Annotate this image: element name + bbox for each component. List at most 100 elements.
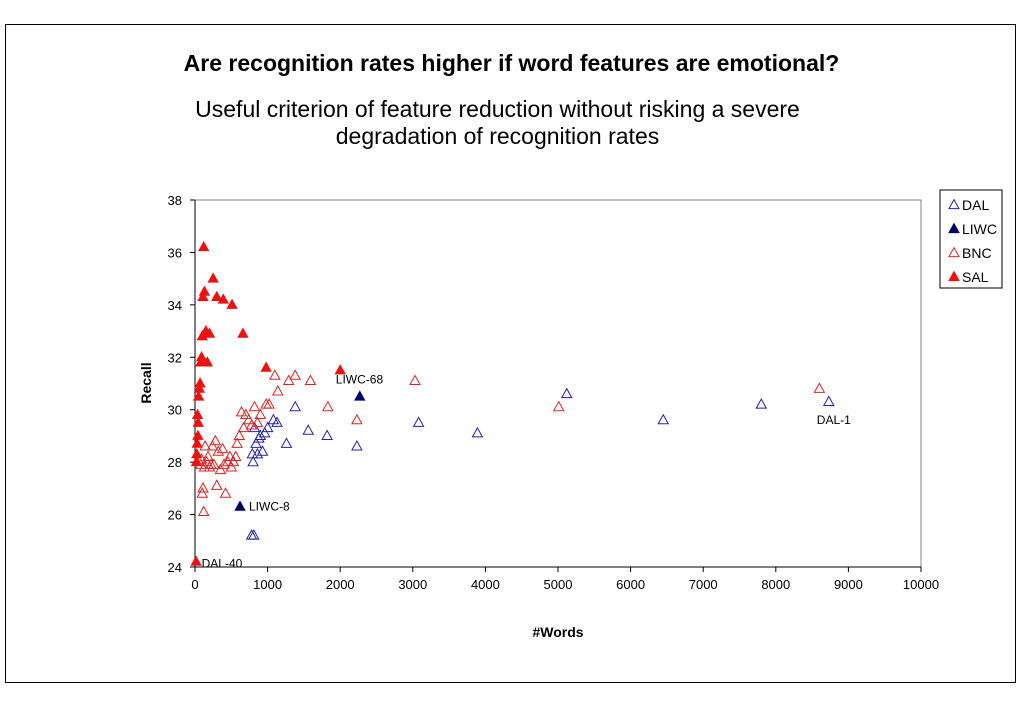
point-bnc	[351, 413, 363, 425]
point-sal	[226, 298, 238, 309]
x-axis-label: #Words	[532, 624, 583, 640]
point-liwc	[234, 500, 246, 511]
annotation-label: LIWC-8	[249, 500, 290, 514]
y-tick-label: 32	[168, 350, 182, 365]
chart-subtitle: Useful criterion of feature reduction wi…	[195, 96, 800, 149]
x-tick-label: 10000	[903, 577, 939, 592]
point-sal	[198, 240, 210, 252]
legend-marker-sal	[948, 270, 960, 282]
point-bnc	[218, 458, 230, 469]
point-bnc	[198, 460, 211, 472]
point-bnc	[271, 384, 284, 396]
y-tick-label: 34	[168, 298, 182, 313]
point-bnc	[202, 450, 214, 461]
annotations: LIWC-68 LIWC-8 DAL-40 DAL-1	[202, 373, 852, 571]
point-sal	[334, 364, 346, 375]
point-dal	[271, 416, 283, 427]
point-bnc	[197, 505, 210, 517]
point-sal	[190, 555, 202, 566]
point-dal	[560, 387, 573, 399]
point-sal	[260, 361, 272, 372]
point-dal	[261, 421, 274, 433]
chart-frame	[5, 24, 1016, 683]
x-tick-label: 1000	[253, 577, 282, 592]
x-tick-label: 7000	[689, 577, 718, 592]
point-bnc	[214, 463, 227, 475]
point-dal	[253, 432, 265, 443]
point-dal	[267, 413, 280, 425]
legend-marker-bnc	[948, 246, 960, 258]
x-tick-label: 8000	[761, 577, 790, 592]
legend-marker-liwc	[948, 222, 960, 234]
point-bnc	[242, 413, 255, 425]
point-bnc	[219, 487, 232, 498]
annotation-label: DAL-1	[817, 413, 851, 427]
point-sal	[237, 327, 249, 338]
point-bnc	[235, 405, 248, 417]
x-tick-label: 4000	[471, 577, 500, 592]
point-dal	[321, 429, 333, 441]
point-sal	[192, 390, 205, 401]
legend-label-bnc: BNC	[962, 245, 992, 261]
x-tick-label: 5000	[544, 577, 573, 592]
legend-marker-dal	[948, 198, 960, 210]
legend: DAL LIWC BNC SAL	[939, 189, 1003, 289]
point-bnc	[282, 374, 295, 385]
point-bnc	[206, 439, 219, 451]
point-bnc	[239, 408, 252, 420]
point-dal	[822, 395, 835, 406]
point-dal	[246, 447, 259, 459]
legend-label-liwc: LIWC	[962, 221, 997, 237]
point-bnc	[322, 400, 334, 412]
point-bnc	[216, 442, 229, 454]
point-sal	[191, 408, 204, 419]
point-bnc	[225, 460, 238, 472]
point-bnc	[245, 419, 258, 430]
point-bnc	[813, 382, 826, 393]
point-dal	[256, 445, 269, 456]
point-bnc	[212, 445, 225, 456]
point-dal	[657, 413, 670, 425]
point-bnc	[254, 408, 267, 420]
point-bnc	[199, 439, 212, 451]
point-dal	[351, 439, 363, 451]
point-sal	[195, 356, 207, 367]
x-tick-label: 9000	[834, 577, 863, 592]
point-liwc	[354, 390, 366, 401]
x-tick-label: 3000	[398, 577, 427, 592]
point-bnc	[409, 374, 421, 385]
point-bnc	[195, 453, 208, 464]
legend-label-dal: DAL	[962, 197, 989, 213]
point-dal	[755, 398, 768, 409]
point-bnc	[260, 398, 272, 409]
point-bnc	[233, 429, 246, 441]
data-points	[190, 240, 835, 566]
point-bnc	[269, 369, 281, 380]
point-bnc	[209, 434, 222, 446]
x-tick-label: 6000	[616, 577, 645, 592]
point-bnc	[552, 400, 565, 412]
y-tick-label: 36	[168, 245, 182, 260]
point-sal	[197, 290, 209, 301]
point-dal	[247, 529, 260, 540]
y-tick-label: 26	[168, 508, 182, 523]
point-sal	[191, 437, 203, 448]
point-bnc	[289, 369, 302, 380]
point-dal	[248, 421, 261, 433]
axes: 0 1000 2000 3000 4000 5000 6000 7000 8000 9000 100…	[168, 193, 940, 592]
point-bnc	[231, 437, 243, 448]
point-sal	[207, 272, 219, 283]
point-dal	[471, 426, 484, 438]
point-sal	[192, 416, 204, 427]
point-bnc	[210, 479, 223, 490]
y-tick-label: 28	[168, 455, 182, 470]
point-dal	[289, 400, 302, 412]
point-dal	[258, 426, 271, 438]
point-bnc	[237, 421, 250, 433]
point-sal	[211, 290, 223, 301]
point-sal	[196, 330, 208, 341]
x-tick-label: 0	[191, 577, 198, 592]
plot-area	[194, 199, 922, 568]
point-dal	[302, 424, 315, 435]
